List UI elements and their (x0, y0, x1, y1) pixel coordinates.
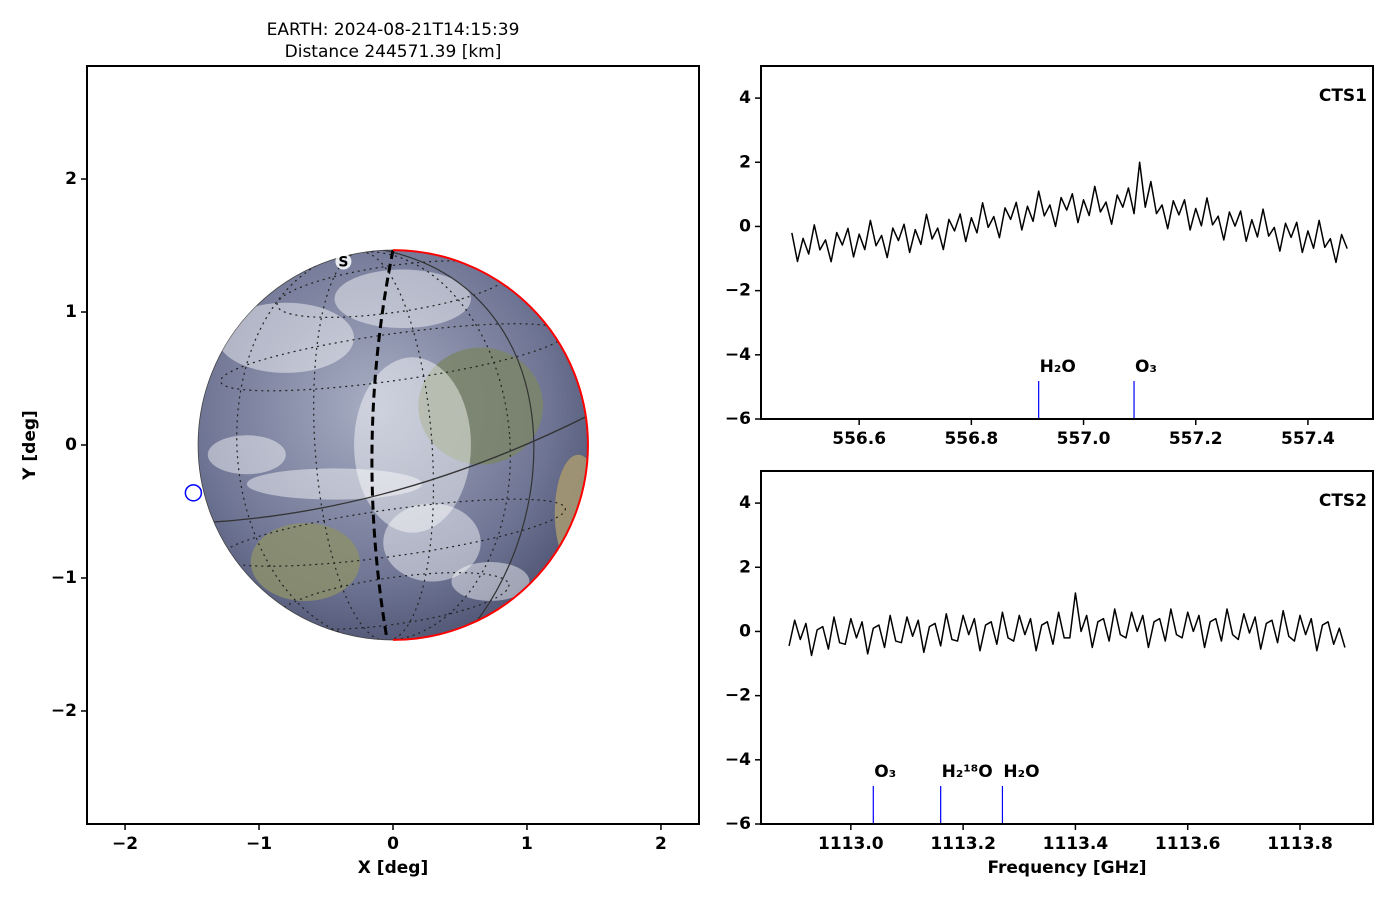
y-tick-label: 0 (739, 216, 751, 236)
cloud (246, 468, 423, 500)
spectrum-line (791, 161, 1348, 264)
axes-frame (86, 65, 700, 825)
panel-label: CTS1 (1319, 86, 1367, 106)
y-tick-label: −4 (725, 345, 751, 365)
y-tick-label: −2 (725, 281, 751, 301)
meridian (313, 251, 435, 640)
y-tick-label: 0 (65, 435, 77, 455)
cloud (207, 435, 286, 475)
land (418, 347, 544, 465)
y-tick-label: 4 (739, 88, 751, 108)
meridian-solid (383, 250, 535, 640)
axes-frame (760, 65, 1374, 420)
x-tick-label: 1113.0 (818, 834, 884, 854)
y-tick-label: 4 (739, 493, 751, 513)
x-tick-label: −1 (246, 834, 272, 854)
y-tick-label: 2 (739, 557, 751, 577)
y-tick-label: 2 (65, 169, 77, 189)
cloud (354, 357, 471, 533)
x-tick-label: 0 (387, 834, 399, 854)
x-tick-label: 1113.6 (1155, 834, 1221, 854)
x-axis-label: X [deg] (358, 858, 428, 878)
x-tick-label: 556.6 (832, 429, 886, 449)
x-tick-label: 2 (655, 834, 667, 854)
x-tick-label: 557.0 (1057, 429, 1111, 449)
panel-label: CTS2 (1319, 491, 1367, 511)
parallel (276, 572, 510, 630)
y-tick-label: −6 (725, 409, 751, 429)
y-tick-label: −6 (725, 814, 751, 834)
cloud (383, 503, 481, 582)
y-tick-label: −2 (51, 701, 77, 721)
y-axis-label: Y [deg] (20, 410, 40, 481)
y-tick-label: −4 (725, 750, 751, 770)
line-marker-label: H₂¹⁸O (942, 762, 993, 782)
land (250, 522, 360, 601)
line-marker-label: O₃ (874, 762, 896, 782)
x-tick-label: −2 (112, 834, 138, 854)
x-tick-label: 556.8 (944, 429, 998, 449)
annotation: S (338, 254, 348, 270)
line-marker-label: H₂O (1003, 762, 1039, 782)
y-tick-label: −1 (51, 568, 77, 588)
marker (184, 484, 203, 502)
cloud (217, 302, 355, 373)
y-tick-label: 1 (65, 302, 77, 322)
parallel (219, 498, 567, 567)
x-tick-label: 1113.2 (930, 834, 996, 854)
cloud (334, 269, 471, 329)
line-marker-label: H₂O (1040, 357, 1076, 377)
y-tick-label: −2 (725, 686, 751, 706)
y-tick-label: 0 (739, 621, 751, 641)
x-tick-label: 1113.8 (1267, 834, 1333, 854)
x-tick-label: 1113.4 (1043, 834, 1109, 854)
x-tick-label: 557.2 (1169, 429, 1223, 449)
x-tick-label: 557.4 (1281, 429, 1335, 449)
terminator (370, 250, 395, 640)
chart-title: EARTH: 2024-08-21T14:15:39 (267, 20, 520, 40)
cloud (451, 561, 530, 601)
axes-frame (760, 470, 1374, 825)
y-tick-label: 2 (739, 152, 751, 172)
limb-arc (392, 249, 589, 641)
annotation-bg (335, 253, 352, 270)
line-marker-label: O₃ (1135, 357, 1157, 377)
equator (198, 415, 588, 524)
x-axis-label: Frequency [GHz] (987, 858, 1146, 878)
x-tick-label: 1 (521, 834, 533, 854)
land (554, 454, 588, 572)
chart-subtitle: Distance 244571.39 [km] (285, 42, 502, 62)
spectrum-line (788, 592, 1346, 657)
